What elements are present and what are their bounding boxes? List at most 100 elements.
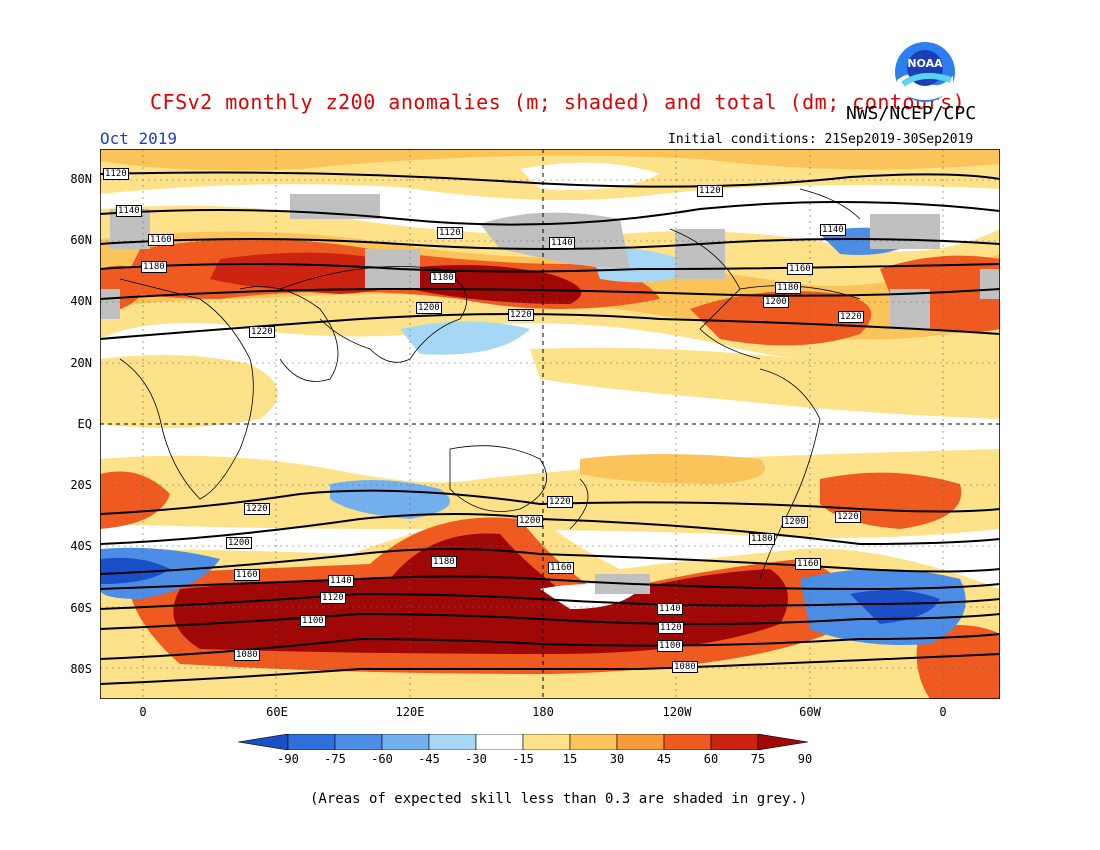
lat-label: 60N [70,233,92,247]
contour-label: 1120 [103,168,129,180]
lat-label: 80N [70,172,92,186]
lon-label: 60W [799,705,821,719]
low-skill-region [980,269,1000,299]
contour-label: 1160 [548,562,574,574]
low-skill-region [100,289,120,319]
colorbar-tick: -45 [418,752,440,766]
low-skill-region [890,289,930,329]
contour-label: 1220 [244,503,270,515]
contour-label: 1140 [328,575,354,587]
contour-label: 1120 [658,622,684,634]
lat-label: 20N [70,356,92,370]
colorbar-swatch [616,734,665,750]
contour-label: 1220 [835,511,861,523]
gridlines [100,149,1000,699]
colorbar-swatch [569,734,618,750]
contour-label: 1120 [320,592,346,604]
colorbar-tick: 75 [750,752,766,766]
contour-label: 1200 [517,515,543,527]
anomaly-region [210,252,408,294]
contour-label: 1180 [430,272,456,284]
agency-label: NWS/NCEP/CPC [846,103,977,124]
contour-label: 1220 [249,326,275,338]
colorbar-swatch [287,734,336,750]
contour-label: 1180 [775,282,801,294]
low-skill-region [110,209,150,249]
anomaly-region [690,291,872,346]
contour-label: 1140 [820,224,846,236]
contour-label: 1200 [763,296,789,308]
noaa-logo: NOAA [893,40,957,108]
lon-label: 0 [939,705,947,719]
colorbar-tick: -15 [512,752,534,766]
contour-label: 1080 [234,649,260,661]
lat-label: 40S [70,539,92,553]
colorbar-tick: 30 [609,752,625,766]
colorbar-tick: 45 [656,752,672,766]
anomaly-region [580,454,765,484]
skill-note: (Areas of expected skill less than 0.3 a… [310,791,808,807]
anomaly-region [100,149,1000,171]
svg-text:NOAA: NOAA [907,57,943,70]
initial-conditions: Initial conditions: 21Sep2019-30Sep2019 [668,132,974,147]
colorbar-swatch [522,734,571,750]
lat-label: 80S [70,662,92,676]
colorbar-tick: -90 [277,752,299,766]
colorbar-arrow-right [757,734,809,750]
contour-label: 1200 [226,537,252,549]
low-skill-region [675,229,725,279]
lat-label: 20S [70,478,92,492]
contour-label: 1220 [547,496,573,508]
colorbar-tick: -30 [465,752,487,766]
lat-label: 60S [70,601,92,615]
contour-label: 1120 [697,185,723,197]
colorbar-swatch [663,734,712,750]
colorbar-swatch [475,734,524,750]
contour-label: 1140 [116,205,142,217]
colorbar-tick: -75 [324,752,346,766]
anomaly-region [100,471,170,529]
colorbar [238,734,809,750]
forecast-month: Oct 2019 [100,129,178,148]
contour-label: 1200 [416,302,442,314]
lat-label: EQ [77,417,92,431]
contour-label: 1180 [141,261,167,273]
anomaly-region [100,557,170,584]
anomaly-map [100,149,1000,699]
contour-label: 1220 [838,311,864,323]
lat-label: 40N [70,294,92,308]
lon-label: 120E [395,705,425,719]
contour-label: 1140 [549,237,575,249]
contour-label: 1200 [782,516,808,528]
contour-label: 1120 [437,227,463,239]
contour-label: 1180 [431,556,457,568]
anomaly-region [916,625,1000,699]
colorbar-tick: -60 [371,752,393,766]
anomaly-region [850,590,940,624]
contour-label: 1160 [787,263,813,275]
lon-label: 0 [139,705,147,719]
anomaly-region [100,449,1000,538]
colorbar-swatch [710,734,759,750]
contour-label: 1180 [749,533,775,545]
contour-label: 1160 [795,558,821,570]
contour-label: 1160 [234,569,260,581]
lon-label: 180 [532,705,554,719]
anomaly-region [400,321,530,355]
colorbar-tick: 60 [703,752,719,766]
contour-label: 1100 [300,615,326,627]
contour-label: 1100 [657,640,683,652]
contour-label: 1140 [657,603,683,615]
lon-label: 120W [662,705,692,719]
chart-title: CFSv2 monthly z200 anomalies (m; shaded)… [150,90,966,114]
low-skill-region [870,214,940,249]
contour-label: 1160 [148,234,174,246]
colorbar-tick: 15 [562,752,578,766]
colorbar-swatch [428,734,477,750]
anomaly-region [530,347,1000,419]
colorbar-tick: 90 [797,752,813,766]
colorbar-swatch [334,734,383,750]
contour-label: 1080 [672,661,698,673]
lon-label: 60E [266,705,288,719]
anomaly-region [100,355,278,428]
